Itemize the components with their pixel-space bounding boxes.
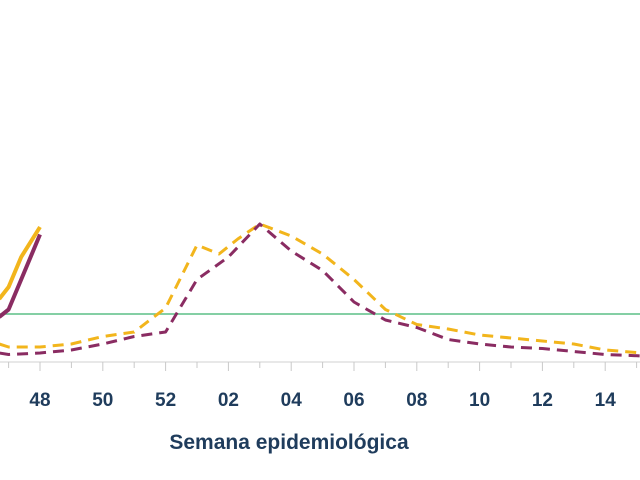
- x-tick-label: 06: [343, 390, 364, 411]
- x-tick-label: 50: [92, 390, 113, 411]
- series-group: [0, 222, 640, 358]
- x-tick-label: 10: [469, 390, 490, 411]
- series-line-3: [0, 222, 640, 355]
- series-line-2: [0, 233, 42, 319]
- series-line-4: [0, 222, 640, 358]
- x-tick-label: 08: [406, 390, 427, 411]
- x-tick-label: 04: [281, 390, 303, 411]
- series-line-1: [0, 225, 42, 301]
- x-axis-tick-labels: 48 50 52 02 04 06 08 10 12 14: [29, 390, 616, 411]
- x-tick-label: 14: [595, 390, 617, 411]
- plot-area: 48 50 52 02 04 06 08 10 12 14: [0, 222, 640, 411]
- x-tick-label: 12: [532, 390, 553, 411]
- x-tick-label: 02: [218, 390, 239, 411]
- x-axis-title: Semana epidemiológica: [169, 431, 409, 454]
- x-axis-ticks: [8, 362, 638, 371]
- x-tick-label: 52: [155, 390, 176, 411]
- x-tick-label: 48: [29, 390, 50, 411]
